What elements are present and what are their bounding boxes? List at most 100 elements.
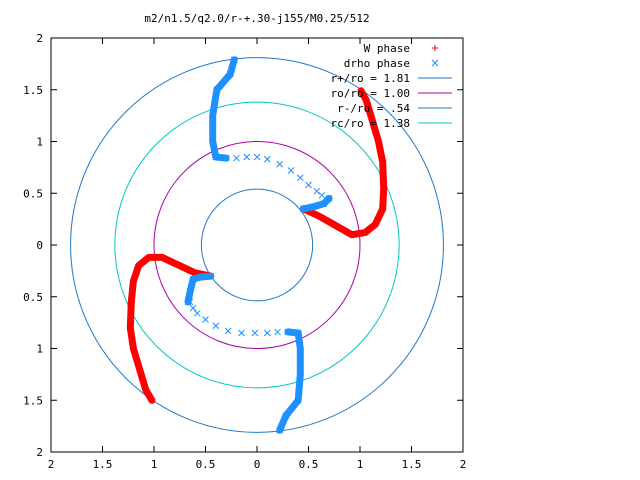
y-tick-label: 2 bbox=[36, 32, 43, 45]
data-point bbox=[294, 396, 302, 404]
legend-label: drho phase bbox=[344, 57, 410, 70]
circle-1 bbox=[153, 141, 361, 349]
data-point bbox=[212, 153, 220, 161]
data-point bbox=[276, 160, 284, 168]
data-point bbox=[202, 316, 209, 323]
data-point bbox=[222, 154, 230, 162]
data-point bbox=[142, 386, 149, 393]
data-point bbox=[263, 329, 271, 337]
data-point bbox=[130, 345, 137, 352]
data-point bbox=[348, 231, 355, 238]
data-point bbox=[238, 329, 245, 337]
data-point bbox=[127, 324, 134, 331]
data-point bbox=[325, 195, 333, 202]
data-point bbox=[189, 304, 197, 312]
reference-circles bbox=[70, 57, 444, 433]
data-point bbox=[207, 272, 215, 280]
y-tick-label: 2 bbox=[36, 446, 43, 459]
x-tick-label: 0 bbox=[254, 458, 261, 471]
x-tick-label: 1.5 bbox=[402, 458, 422, 471]
data-point bbox=[159, 254, 166, 261]
x-tick-label: 2 bbox=[460, 458, 467, 471]
data-point bbox=[135, 262, 142, 269]
series-1 bbox=[184, 56, 333, 434]
legend-marker bbox=[431, 59, 439, 67]
data-point bbox=[230, 56, 238, 64]
data-point bbox=[226, 70, 234, 78]
series-1-branch-1 bbox=[276, 328, 304, 434]
series-0-branch-2 bbox=[126, 298, 156, 404]
data-point bbox=[209, 112, 217, 119]
plot-frame bbox=[50, 37, 464, 453]
series-0-branch-1 bbox=[299, 205, 387, 239]
y-tick-label: 0.5 bbox=[23, 187, 43, 200]
data-point bbox=[369, 117, 376, 124]
data-point bbox=[363, 97, 370, 104]
data-point bbox=[224, 327, 232, 335]
data-point bbox=[276, 426, 284, 434]
data-point bbox=[380, 185, 387, 192]
x-tick-label: 2 bbox=[48, 458, 55, 471]
x-tick-label: 0.5 bbox=[299, 458, 319, 471]
data-point bbox=[334, 223, 341, 230]
data-point bbox=[251, 329, 259, 337]
y-axis-ticks: 2 1.5 1 0.5 0 0.5 1 1.5 2 bbox=[23, 32, 463, 459]
data-point bbox=[184, 298, 192, 306]
data-point bbox=[310, 203, 318, 211]
data-point bbox=[176, 262, 183, 269]
x-axis-ticks: 2 1.5 1 0.5 0 0.5 1 1.5 2 bbox=[48, 38, 467, 471]
data-point bbox=[196, 273, 204, 281]
data-point bbox=[136, 366, 143, 373]
data-point bbox=[296, 345, 304, 352]
chart-title: m2/n1.5/q2.0/r-+.30-j155/M0.25/512 bbox=[144, 12, 369, 25]
x-tick-label: 1 bbox=[151, 458, 158, 471]
y-tick-label: 1.5 bbox=[23, 84, 43, 97]
data-point bbox=[233, 154, 240, 162]
legend: W phase drho phase r+/ro = 1.81 ro/ro = 1.0… bbox=[331, 42, 452, 130]
data-point bbox=[362, 229, 369, 236]
data-point bbox=[193, 309, 201, 317]
data-point bbox=[358, 87, 365, 94]
data-series bbox=[126, 56, 388, 434]
legend-marker bbox=[432, 45, 438, 51]
data-point bbox=[263, 155, 271, 163]
data-point bbox=[212, 322, 220, 330]
legend-label: rc/ro = 1.38 bbox=[331, 117, 410, 130]
data-point bbox=[128, 298, 135, 305]
y-tick-label: 0 bbox=[36, 239, 43, 252]
data-point bbox=[274, 328, 281, 336]
data-point bbox=[296, 371, 304, 378]
legend-label: r+/ro = 1.81 bbox=[331, 72, 410, 85]
data-point bbox=[296, 174, 304, 182]
data-point bbox=[294, 329, 302, 337]
data-point bbox=[209, 138, 217, 145]
y-tick-label: 1.5 bbox=[23, 394, 43, 407]
x-tick-label: 0.5 bbox=[196, 458, 216, 471]
y-tick-label: 0.5 bbox=[23, 291, 43, 304]
data-point bbox=[379, 159, 386, 166]
data-point bbox=[372, 221, 379, 228]
data-point bbox=[287, 167, 295, 174]
data-point bbox=[379, 205, 386, 212]
legend-label: r-/ro = .54 bbox=[337, 102, 410, 115]
data-point bbox=[284, 328, 292, 336]
legend-label: W phase bbox=[364, 42, 410, 55]
series-0-branch-3 bbox=[127, 253, 215, 306]
series-0 bbox=[126, 87, 388, 404]
circle-3 bbox=[114, 101, 400, 389]
data-point bbox=[213, 86, 221, 94]
data-point bbox=[305, 181, 312, 189]
data-point bbox=[313, 187, 321, 195]
data-point bbox=[318, 191, 326, 199]
data-point bbox=[375, 138, 382, 145]
data-point bbox=[148, 397, 155, 404]
x-tick-label: 1.5 bbox=[93, 458, 113, 471]
y-tick-label: 1 bbox=[36, 343, 43, 356]
circle-2 bbox=[200, 188, 314, 302]
data-point bbox=[189, 275, 197, 283]
data-point bbox=[253, 153, 261, 161]
data-point bbox=[320, 200, 328, 207]
series-1-branch-3 bbox=[184, 272, 215, 306]
data-point bbox=[315, 213, 322, 220]
